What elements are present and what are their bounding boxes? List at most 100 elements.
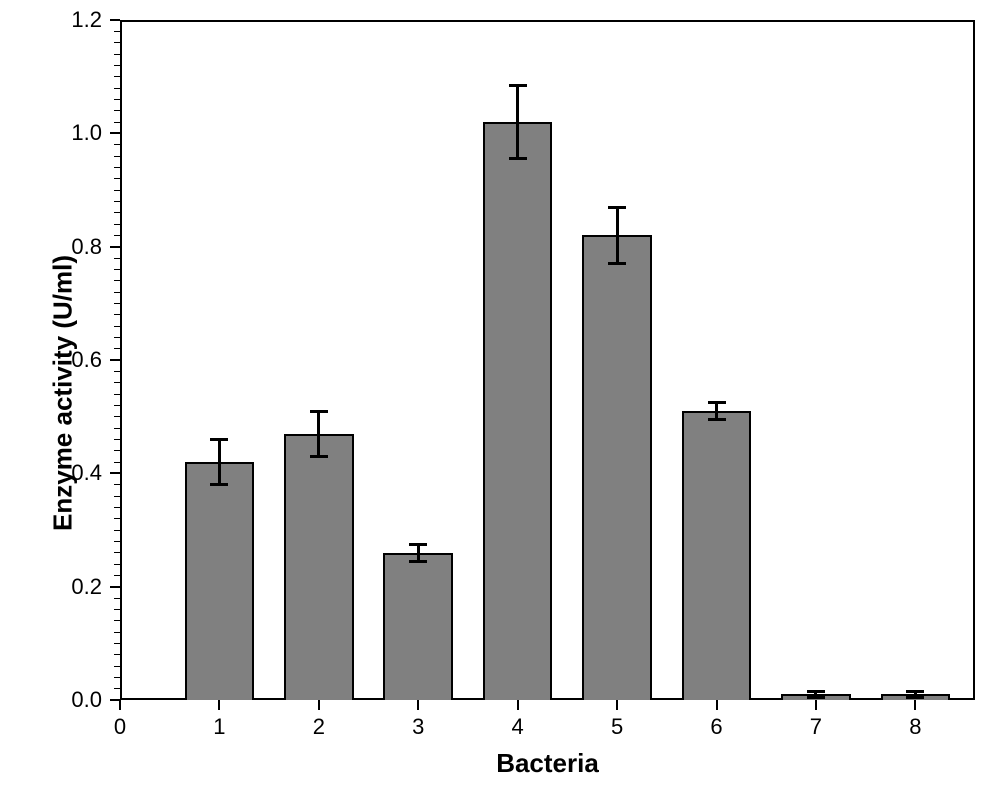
y-minor-tick bbox=[114, 224, 120, 225]
error-bar-cap bbox=[906, 696, 924, 699]
y-minor-tick bbox=[114, 609, 120, 610]
y-minor-tick bbox=[114, 280, 120, 281]
y-minor-tick bbox=[114, 677, 120, 678]
y-minor-tick bbox=[114, 269, 120, 270]
y-minor-tick bbox=[114, 688, 120, 689]
y-minor-tick bbox=[114, 122, 120, 123]
bar bbox=[582, 235, 652, 700]
y-tick-label: 0.0 bbox=[52, 687, 102, 713]
x-tick-label: 2 bbox=[313, 714, 325, 740]
x-major-tick bbox=[716, 700, 718, 710]
y-minor-tick bbox=[114, 371, 120, 372]
y-tick-label: 0.6 bbox=[52, 347, 102, 373]
x-major-tick bbox=[417, 700, 419, 710]
error-bar-line bbox=[516, 85, 519, 159]
y-minor-tick bbox=[114, 620, 120, 621]
y-minor-tick bbox=[114, 484, 120, 485]
y-minor-tick bbox=[114, 439, 120, 440]
y-minor-tick bbox=[114, 303, 120, 304]
bar bbox=[284, 434, 354, 700]
y-minor-tick bbox=[114, 167, 120, 168]
error-bar-line bbox=[317, 411, 320, 456]
y-minor-tick bbox=[114, 530, 120, 531]
y-minor-tick bbox=[114, 201, 120, 202]
x-major-tick bbox=[218, 700, 220, 710]
y-minor-tick bbox=[114, 643, 120, 644]
y-minor-tick bbox=[114, 598, 120, 599]
y-minor-tick bbox=[114, 416, 120, 417]
y-minor-tick bbox=[114, 462, 120, 463]
y-minor-tick bbox=[114, 654, 120, 655]
axis-line bbox=[973, 20, 975, 700]
y-minor-tick bbox=[114, 99, 120, 100]
error-bar-line bbox=[417, 544, 420, 561]
error-bar-cap bbox=[310, 410, 328, 413]
y-minor-tick bbox=[114, 450, 120, 451]
y-minor-tick bbox=[114, 156, 120, 157]
bar bbox=[383, 553, 453, 700]
y-tick-label: 1.0 bbox=[52, 120, 102, 146]
y-minor-tick bbox=[114, 428, 120, 429]
y-major-tick bbox=[110, 586, 120, 588]
y-minor-tick bbox=[114, 65, 120, 66]
plot-area: 0.00.20.40.60.81.01.2012345678 bbox=[120, 20, 975, 700]
y-minor-tick bbox=[114, 394, 120, 395]
x-tick-label: 8 bbox=[909, 714, 921, 740]
x-tick-label: 4 bbox=[512, 714, 524, 740]
y-minor-tick bbox=[114, 507, 120, 508]
enzyme-activity-bar-chart: Enzyme activity (U/ml) Bacteria 0.00.20.… bbox=[0, 0, 1000, 785]
error-bar-cap bbox=[807, 690, 825, 693]
x-tick-label: 0 bbox=[114, 714, 126, 740]
y-tick-label: 0.2 bbox=[52, 574, 102, 600]
x-major-tick bbox=[119, 700, 121, 710]
bar bbox=[483, 122, 553, 700]
x-tick-label: 5 bbox=[611, 714, 623, 740]
x-major-tick bbox=[517, 700, 519, 710]
y-major-tick bbox=[110, 246, 120, 248]
y-major-tick bbox=[110, 359, 120, 361]
y-minor-tick bbox=[114, 632, 120, 633]
error-bar-cap bbox=[708, 418, 726, 421]
y-minor-tick bbox=[114, 666, 120, 667]
y-minor-tick bbox=[114, 235, 120, 236]
y-minor-tick bbox=[114, 178, 120, 179]
y-tick-label: 1.2 bbox=[52, 7, 102, 33]
error-bar-cap bbox=[708, 401, 726, 404]
axis-line bbox=[120, 20, 975, 22]
x-major-tick bbox=[616, 700, 618, 710]
y-major-tick bbox=[110, 472, 120, 474]
x-tick-label: 6 bbox=[710, 714, 722, 740]
error-bar-cap bbox=[210, 483, 228, 486]
error-bar-line bbox=[715, 403, 718, 420]
y-tick-label: 0.4 bbox=[52, 460, 102, 486]
y-minor-tick bbox=[114, 382, 120, 383]
y-minor-tick bbox=[114, 42, 120, 43]
x-axis-label: Bacteria bbox=[496, 748, 599, 779]
error-bar-cap bbox=[608, 206, 626, 209]
y-minor-tick bbox=[114, 496, 120, 497]
y-minor-tick bbox=[114, 212, 120, 213]
y-minor-tick bbox=[114, 518, 120, 519]
x-major-tick bbox=[914, 700, 916, 710]
error-bar-cap bbox=[409, 560, 427, 563]
error-bar-cap bbox=[210, 438, 228, 441]
x-major-tick bbox=[815, 700, 817, 710]
x-tick-label: 1 bbox=[213, 714, 225, 740]
error-bar-cap bbox=[509, 157, 527, 160]
y-minor-tick bbox=[114, 552, 120, 553]
y-minor-tick bbox=[114, 292, 120, 293]
bar bbox=[682, 411, 752, 700]
y-minor-tick bbox=[114, 190, 120, 191]
error-bar-cap bbox=[608, 262, 626, 265]
y-minor-tick bbox=[114, 110, 120, 111]
error-bar-line bbox=[218, 439, 221, 484]
error-bar-cap bbox=[807, 696, 825, 699]
y-minor-tick bbox=[114, 258, 120, 259]
error-bar-cap bbox=[310, 455, 328, 458]
y-minor-tick bbox=[114, 314, 120, 315]
y-minor-tick bbox=[114, 405, 120, 406]
error-bar-cap bbox=[509, 84, 527, 87]
error-bar-cap bbox=[906, 690, 924, 693]
y-minor-tick bbox=[114, 31, 120, 32]
y-minor-tick bbox=[114, 564, 120, 565]
